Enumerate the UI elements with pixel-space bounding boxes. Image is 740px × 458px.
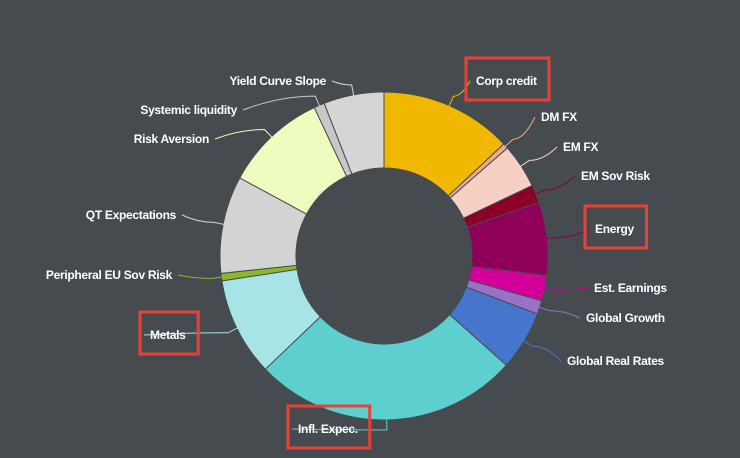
leader-line-dm-fx: [503, 116, 536, 148]
leader-line-systemic-liquidity: [242, 95, 321, 111]
leader-line-peripheral-eu-sov-risk: [177, 274, 224, 279]
leader-line-energy: [545, 228, 590, 240]
leader-line-est-earnings: [542, 287, 589, 291]
highlight-box-corp-credit: [464, 56, 551, 102]
highlight-boxes-layer: [138, 56, 649, 450]
slices-layer: [219, 91, 549, 421]
label-yield-curve-slope: Yield Curve Slope: [230, 74, 327, 88]
leader-line-global-real-rates: [522, 339, 562, 362]
label-est-earnings: Est. Earnings: [594, 281, 667, 295]
leader-line-infl-expec: [291, 417, 388, 431]
label-corp-credit: Corp credit: [476, 74, 537, 88]
label-risk-aversion: Risk Aversion: [134, 132, 209, 146]
leader-lines-layer: [143, 80, 590, 431]
leader-line-qt-expectations: [181, 214, 226, 226]
labels-layer: Corp credit DM FX EM FX EM Sov Risk Energy Es…: [46, 74, 668, 436]
label-metals: Metals: [150, 328, 186, 342]
leader-line-corp-credit: [448, 80, 471, 108]
leader-line-risk-aversion: [214, 128, 274, 140]
label-em-fx: EM FX: [563, 140, 598, 154]
label-em-sov-risk: EM Sov Risk: [581, 169, 650, 183]
label-systemic-liquidity: Systemic liquidity: [140, 103, 237, 117]
leader-line-em-sov-risk: [533, 175, 576, 196]
highlight-box-infl-expec: [286, 404, 372, 450]
leader-line-yield-curve-slope: [331, 80, 355, 97]
label-dm-fx: DM FX: [541, 110, 577, 124]
label-infl-expec: Infl. Expec.: [298, 422, 358, 436]
leader-line-metals: [143, 327, 239, 336]
label-global-growth: Global Growth: [586, 311, 665, 325]
leader-line-em-fx: [519, 146, 558, 168]
leader-line-global-growth: [537, 306, 581, 319]
highlight-box-energy: [583, 204, 649, 250]
label-energy: Energy: [595, 222, 635, 236]
highlight-box-metals: [138, 310, 200, 356]
label-global-real-rates: Global Real Rates: [567, 354, 665, 368]
donut-hole: [296, 168, 472, 344]
label-qt-expectations: QT Expectations: [86, 208, 177, 222]
label-peripheral-eu-sov-risk: Peripheral EU Sov Risk: [46, 268, 173, 282]
